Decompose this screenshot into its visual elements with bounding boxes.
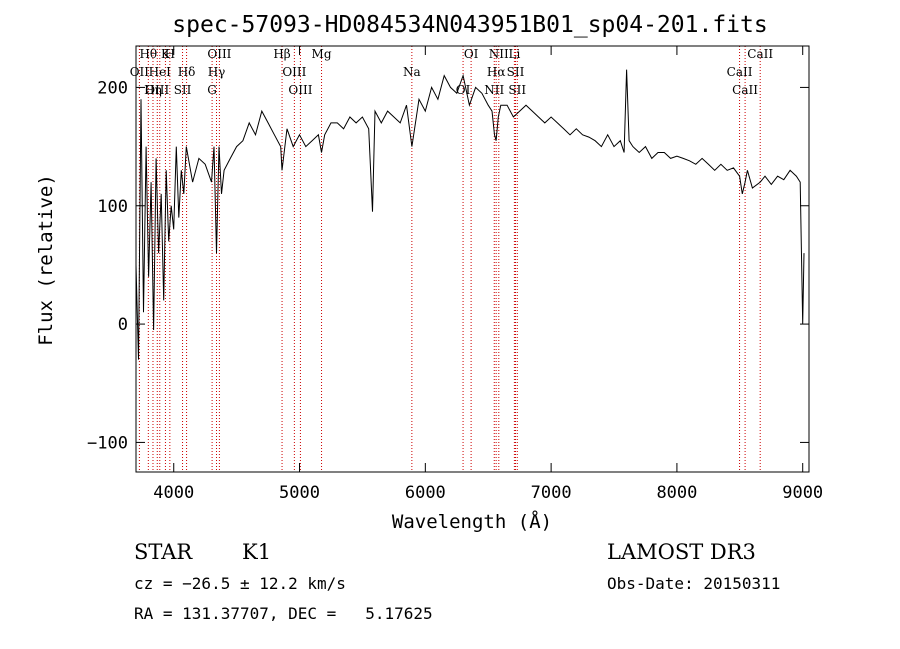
spectral-line-label: SII (508, 83, 526, 97)
y-tick-label: 100 (97, 197, 128, 217)
y-axis-ticks: −100 0 100 200 (87, 78, 809, 453)
spectral-lines-layer (138, 46, 761, 472)
object-subclass: K1 (242, 540, 272, 564)
spectral-line-label: G (207, 83, 217, 97)
spectral-line-label: OII (130, 65, 150, 79)
flux-series-line (135, 69, 805, 360)
spectral-line-label: Hα (487, 65, 506, 79)
spectral-line-labels: Hθ OII OIII K HeI Hη HHδ SII OIII Hγ G Hβ OIII OIII Mg… (130, 47, 774, 97)
spectral-line-label: SII (174, 83, 192, 97)
plot-frame (135, 45, 810, 473)
spectral-line-label: Hβ (273, 47, 290, 61)
spectral-line-label: Hδ (178, 65, 196, 79)
spectral-line-label: CaII (732, 83, 758, 97)
y-tick-label: 200 (97, 78, 128, 98)
spectral-line-label: OIII (282, 65, 306, 79)
survey-name: LAMOST DR3 (607, 540, 756, 564)
spectral-line-label: Hγ (208, 65, 226, 79)
spectral-line-label: K (161, 47, 171, 61)
spectral-line-label: OI (464, 47, 479, 61)
spectral-line-label: Mg (312, 47, 332, 61)
spectral-line-label: SII (507, 65, 525, 79)
x-tick-label: 5000 (279, 483, 320, 503)
spectral-line-label: OIII (145, 83, 169, 97)
x-axis-ticks: 4000 5000 6000 7000 8000 9000 (153, 46, 823, 503)
x-tick-label: 9000 (782, 483, 823, 503)
chart-title: spec-57093-HD084534N043951B01_sp04-201.f… (172, 12, 767, 38)
spectral-line-label: OIII (207, 47, 231, 61)
spectral-line-label: Hθ (139, 47, 157, 61)
y-tick-label: −100 (87, 433, 128, 453)
coordinates: RA = 131.37707, DEC = 5.17625 (134, 604, 433, 623)
x-tick-label: 6000 (405, 483, 446, 503)
observation-date: Obs-Date: 20150311 (607, 574, 781, 593)
spectral-line-label: CaII (747, 47, 773, 61)
x-axis-label: Wavelength (Å) (392, 510, 552, 533)
redshift-cz: cz = −26.5 ± 12.2 km/s (134, 574, 346, 593)
spectral-line-label: Hη (144, 83, 162, 97)
spectral-line-label: CaII (727, 65, 753, 79)
y-tick-label: 0 (118, 315, 128, 335)
spectral-line-label: OIII (288, 83, 312, 97)
spectral-line-label: H (165, 47, 175, 61)
object-class: STAR (134, 540, 193, 564)
x-tick-label: 7000 (531, 483, 572, 503)
spectral-line-label: NII (484, 83, 504, 97)
spectral-line-label: Na (403, 65, 421, 79)
spectral-line-label: NII (489, 47, 509, 61)
y-axis-label: Flux (relative) (35, 174, 57, 346)
spectral-line-label: Li (508, 47, 520, 61)
x-tick-label: 8000 (656, 483, 697, 503)
x-tick-label: 4000 (153, 483, 194, 503)
spectral-line-label: HeI (149, 65, 172, 79)
